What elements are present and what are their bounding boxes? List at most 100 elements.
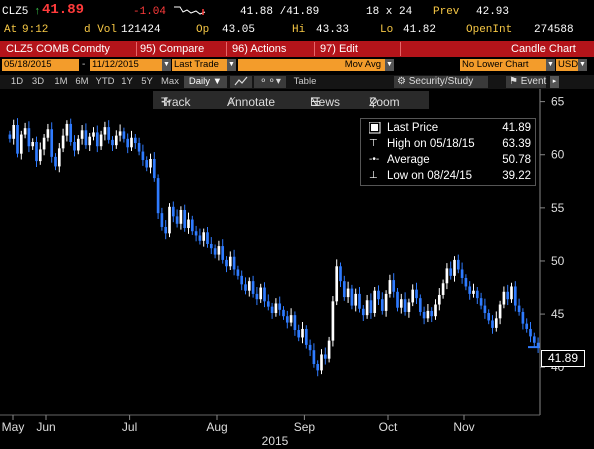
currency-dropdown-icon[interactable]: ▼ xyxy=(578,59,587,71)
y-tick-label: 55 xyxy=(551,201,565,215)
candle-body xyxy=(114,135,118,146)
more-options-icon[interactable]: ▸ xyxy=(550,76,559,88)
candle-body xyxy=(42,137,46,150)
candle-body xyxy=(384,293,388,311)
field-dropdown-icon[interactable]: ▼ xyxy=(227,59,236,71)
candle-body xyxy=(160,213,164,227)
candle-body xyxy=(460,269,464,278)
candle-body xyxy=(19,134,23,154)
candle-body xyxy=(392,280,396,292)
candle-body xyxy=(282,309,285,317)
candle-body xyxy=(209,243,213,249)
candle-body xyxy=(84,130,88,146)
candle-body xyxy=(133,137,137,144)
candle-body xyxy=(304,328,308,345)
period-1d[interactable]: 1D xyxy=(10,76,24,87)
candle-body xyxy=(149,158,152,168)
compare-menu[interactable]: 95) Compare xyxy=(140,43,205,55)
candle-body xyxy=(251,281,255,294)
candle-body xyxy=(213,248,217,255)
candle-body xyxy=(517,305,521,312)
field-selector[interactable]: Last Trade xyxy=(172,59,227,71)
candle-body xyxy=(255,293,259,300)
candle-body xyxy=(247,281,251,291)
candle-body xyxy=(152,158,156,179)
y-tick-label: 45 xyxy=(551,307,565,321)
candle-body xyxy=(301,328,304,338)
period-1m[interactable]: 1M xyxy=(54,76,68,87)
legend-last-price-label: Last Price xyxy=(387,122,439,134)
event-button[interactable]: ⚑ Event xyxy=(506,76,546,88)
candle-body xyxy=(27,128,31,147)
ticker-symbol[interactable]: CLZ5 xyxy=(2,5,29,18)
candle-body xyxy=(240,275,244,285)
candle-body xyxy=(145,160,149,168)
open-value: 43.05 xyxy=(222,23,256,36)
table-button[interactable]: Table xyxy=(293,76,317,87)
candle-body xyxy=(65,123,69,136)
volume-label: d Vol xyxy=(84,23,118,36)
calendar-dropdown-icon[interactable]: ▼ xyxy=(162,59,171,71)
frequency-selector[interactable]: Daily ▼ xyxy=(184,76,227,88)
period-3d[interactable]: 3D xyxy=(31,76,45,87)
period-5y[interactable]: 5Y xyxy=(141,76,153,87)
candle-body xyxy=(228,256,232,267)
period-1y[interactable]: 1Y xyxy=(121,76,133,87)
candle-body xyxy=(445,268,449,284)
chart-legend: Last Price 41.89 ⊤ High on 05/18/15 63.3… xyxy=(360,118,536,186)
currency-selector[interactable]: USD xyxy=(556,59,579,71)
y-tick-label: 65 xyxy=(551,95,565,109)
candle-body xyxy=(510,286,513,300)
chart-settings-icon[interactable]: ⚬⚬▾ xyxy=(254,76,286,88)
actions-menu[interactable]: 96) Actions xyxy=(232,43,287,55)
y-tick-label: 60 xyxy=(551,148,565,162)
candle-body xyxy=(171,206,175,217)
candle-body xyxy=(525,323,529,329)
candle-body xyxy=(327,340,331,359)
edit-menu[interactable]: 97) Edit xyxy=(320,43,358,55)
candle-body xyxy=(434,304,437,317)
candle-body xyxy=(399,299,403,308)
candle-body xyxy=(335,266,339,302)
high-label: Hi xyxy=(292,23,306,36)
candle-body xyxy=(456,259,460,270)
start-date-field[interactable]: 05/18/2015 xyxy=(2,59,79,71)
security-name[interactable]: CLZ5 COMB Comdty xyxy=(6,43,110,55)
last-price: 41.89 xyxy=(42,2,85,18)
candle-body xyxy=(293,315,297,331)
candle-body xyxy=(194,231,198,236)
x-tick-label: Jun xyxy=(36,420,55,434)
lower-chart-selector[interactable]: No Lower Chart xyxy=(460,59,546,71)
candle-body xyxy=(88,136,92,146)
x-tick-label: Aug xyxy=(206,420,227,434)
candle-body xyxy=(23,128,27,135)
candle-body xyxy=(521,311,525,324)
candle-body xyxy=(232,256,236,270)
candle-body xyxy=(61,135,65,149)
open-interest-value: 274588 xyxy=(534,23,574,36)
candle-body xyxy=(411,289,415,303)
security-study-button[interactable]: ⚙ Security/Study xyxy=(394,76,488,88)
lower-chart-dropdown-icon[interactable]: ▼ xyxy=(546,59,555,71)
candle-body xyxy=(388,280,392,294)
candle-body xyxy=(183,209,187,229)
candle-body xyxy=(430,310,434,317)
candle-body xyxy=(221,246,225,260)
candle-body xyxy=(472,290,475,294)
period-6m[interactable]: 6M xyxy=(75,76,89,87)
candle-body xyxy=(297,330,301,338)
mov-avg-dropdown-icon[interactable]: ▼ xyxy=(385,59,394,71)
moving-average-selector[interactable]: Mov Avg xyxy=(238,59,385,71)
candle-body xyxy=(190,219,194,232)
candle-body xyxy=(331,301,335,341)
period-max[interactable]: Max xyxy=(161,76,179,87)
candle-body xyxy=(380,299,384,311)
candle-body xyxy=(342,281,346,298)
candle-body xyxy=(206,232,209,244)
candle-body xyxy=(449,268,453,276)
line-chart-icon[interactable] xyxy=(230,76,252,88)
end-date-field[interactable]: 11/12/2015 xyxy=(90,59,162,71)
candle-body xyxy=(498,304,502,319)
period-ytd[interactable]: YTD xyxy=(95,76,115,87)
